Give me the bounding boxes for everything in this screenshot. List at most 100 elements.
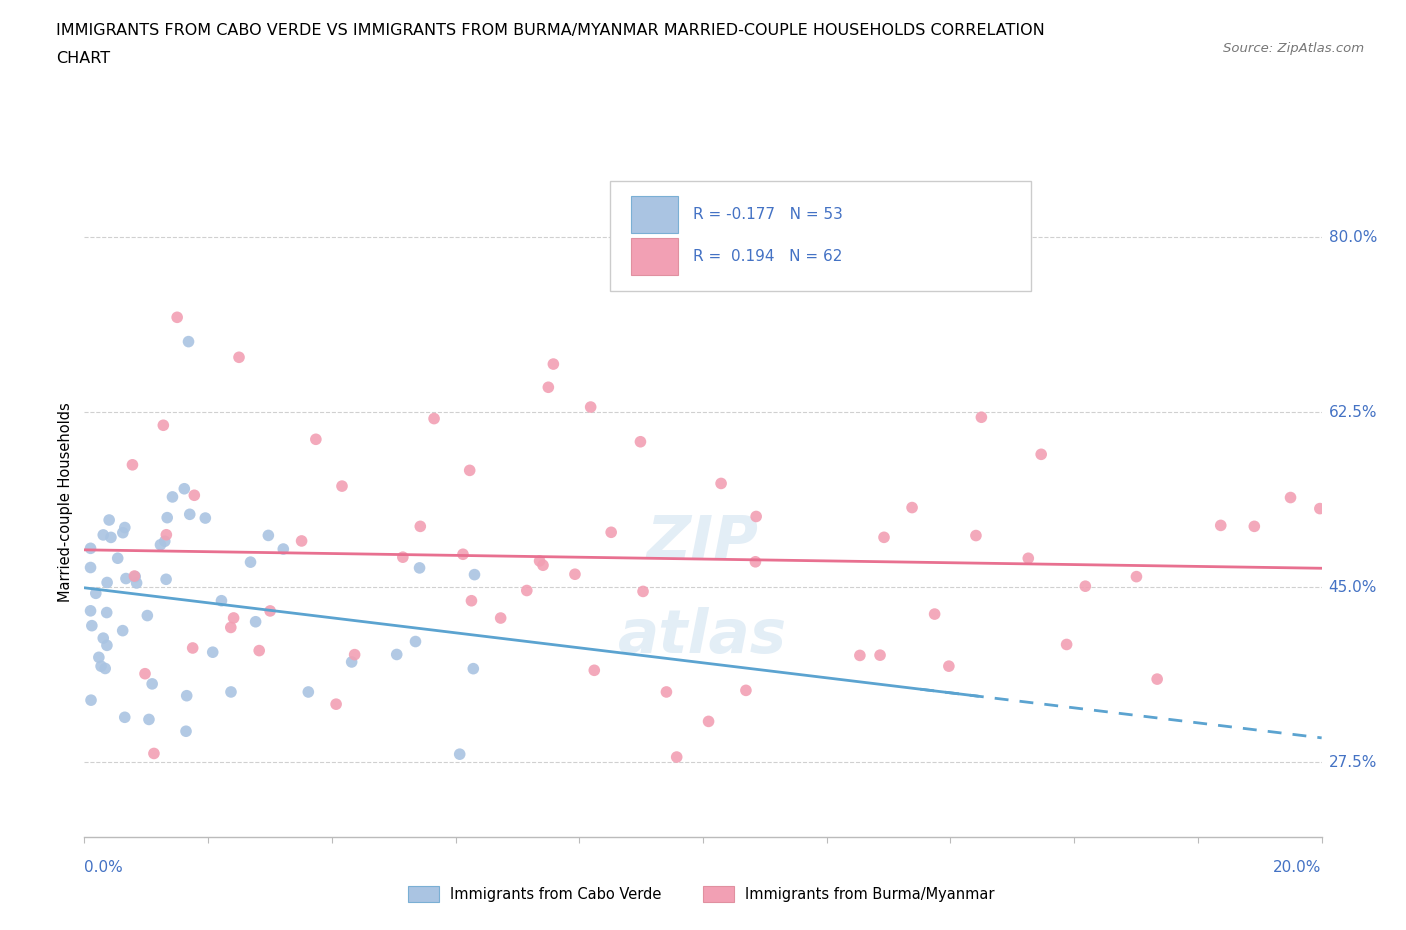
Point [153, 534, 176, 549]
Text: 20.0%: 20.0% [1274, 860, 1322, 875]
Text: CHART: CHART [56, 51, 110, 66]
Point [96, 575, 118, 590]
Point [149, 538, 172, 552]
Point [630, 434, 652, 449]
Point [1279, 490, 1302, 505]
Point [745, 509, 768, 524]
Point [901, 500, 924, 515]
Point [849, 648, 872, 663]
Point [166, 310, 188, 325]
Point [111, 623, 134, 638]
Text: Immigrants from Burma/Myanmar: Immigrants from Burma/Myanmar [745, 886, 994, 901]
Text: 45.0%: 45.0% [1329, 579, 1376, 594]
Point [124, 569, 146, 584]
Point [247, 644, 270, 658]
FancyBboxPatch shape [610, 180, 1031, 291]
Point [1125, 569, 1147, 584]
Text: atlas: atlas [619, 606, 787, 666]
Point [245, 615, 267, 630]
Point [219, 684, 242, 699]
Point [924, 606, 946, 621]
Point [177, 334, 200, 349]
Point [291, 534, 314, 549]
Point [79, 541, 101, 556]
Point [665, 750, 688, 764]
Text: 0.0%: 0.0% [84, 860, 124, 875]
Point [744, 554, 766, 569]
Bar [631, 238, 678, 275]
Point [340, 655, 363, 670]
Point [94, 661, 117, 676]
Point [631, 584, 654, 599]
Point [869, 647, 891, 662]
Text: R =  0.194   N = 62: R = 0.194 N = 62 [693, 249, 842, 264]
Point [138, 712, 160, 727]
Point [179, 507, 201, 522]
Text: ZIP: ZIP [647, 512, 759, 572]
Point [259, 604, 281, 618]
Point [965, 528, 987, 543]
Point [155, 572, 177, 587]
Text: 62.5%: 62.5% [1329, 405, 1376, 419]
Point [173, 482, 195, 497]
Point [124, 568, 146, 583]
Text: 80.0%: 80.0% [1329, 230, 1376, 245]
Point [423, 411, 446, 426]
Point [162, 489, 184, 504]
Point [449, 747, 471, 762]
Point [405, 634, 427, 649]
Text: Immigrants from Cabo Verde: Immigrants from Cabo Verde [450, 886, 661, 901]
Point [271, 541, 294, 556]
Point [1074, 578, 1097, 593]
Point [201, 644, 224, 659]
Point [655, 684, 678, 699]
Point [114, 520, 136, 535]
Point [489, 611, 512, 626]
Point [460, 593, 482, 608]
Point [531, 558, 554, 573]
Point [96, 605, 118, 620]
Point [409, 519, 432, 534]
Text: Source: ZipAtlas.com: Source: ZipAtlas.com [1223, 42, 1364, 55]
Point [228, 350, 250, 365]
Point [1309, 501, 1331, 516]
Point [257, 528, 280, 543]
Point [125, 576, 148, 591]
Point [305, 432, 328, 446]
Point [211, 593, 233, 608]
Point [114, 710, 136, 724]
Point [1243, 519, 1265, 534]
Point [107, 551, 129, 565]
Point [176, 688, 198, 703]
Point [463, 661, 485, 676]
Point [330, 479, 353, 494]
Point [142, 746, 165, 761]
Point [121, 458, 143, 472]
Point [529, 553, 551, 568]
Point [90, 658, 112, 673]
Point [219, 620, 242, 635]
Point [111, 525, 134, 540]
Point [183, 488, 205, 503]
Point [385, 647, 408, 662]
Point [392, 550, 415, 565]
Point [181, 641, 204, 656]
Text: R = -0.177   N = 53: R = -0.177 N = 53 [693, 207, 844, 222]
Point [194, 511, 217, 525]
Point [564, 566, 586, 581]
Point [297, 684, 319, 699]
Point [600, 525, 623, 539]
Point [152, 418, 174, 432]
Point [156, 511, 179, 525]
Point [463, 567, 485, 582]
Point [970, 410, 993, 425]
Text: IMMIGRANTS FROM CABO VERDE VS IMMIGRANTS FROM BURMA/MYANMAR MARRIED-COUPLE HOUSE: IMMIGRANTS FROM CABO VERDE VS IMMIGRANTS… [56, 23, 1045, 38]
Point [938, 658, 960, 673]
Point [579, 400, 602, 415]
Point [451, 547, 474, 562]
Point [91, 527, 114, 542]
Point [537, 379, 560, 394]
Point [96, 638, 118, 653]
Point [174, 724, 197, 738]
Y-axis label: Married-couple Households: Married-couple Households [58, 403, 73, 602]
